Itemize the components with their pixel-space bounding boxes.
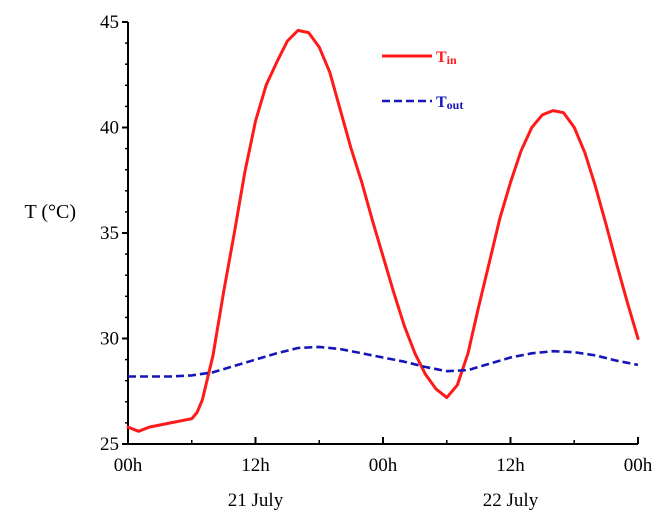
series-layer — [126, 28, 640, 433]
y-tick-label: 35 — [100, 223, 119, 244]
x-tick-label: 12h — [241, 455, 270, 476]
y-axis-title: T (°C) — [24, 201, 76, 223]
legend-label-tin: Tin — [436, 49, 457, 67]
y-tick-label: 25 — [100, 434, 119, 455]
x-tick-label: 00h — [369, 455, 398, 476]
x-tick-label: 12h — [496, 455, 525, 476]
axes: 25 30 35 40 45 00h 12h 00h 12h 00h 21 July 22 July — [100, 12, 653, 511]
legend: Tin Tout — [382, 49, 463, 112]
day-label: 21 July — [228, 490, 284, 511]
day-label: 22 July — [483, 490, 539, 511]
series-line-tin — [126, 28, 640, 433]
x-tick-label: 00h — [114, 455, 143, 476]
legend-label-tout: Tout — [436, 94, 463, 112]
series-line-tout — [128, 345, 639, 378]
x-tick-label: 00h — [624, 455, 653, 476]
y-tick-label: 40 — [100, 118, 119, 139]
y-tick-label: 45 — [100, 12, 119, 33]
y-tick-label: 30 — [100, 329, 119, 350]
